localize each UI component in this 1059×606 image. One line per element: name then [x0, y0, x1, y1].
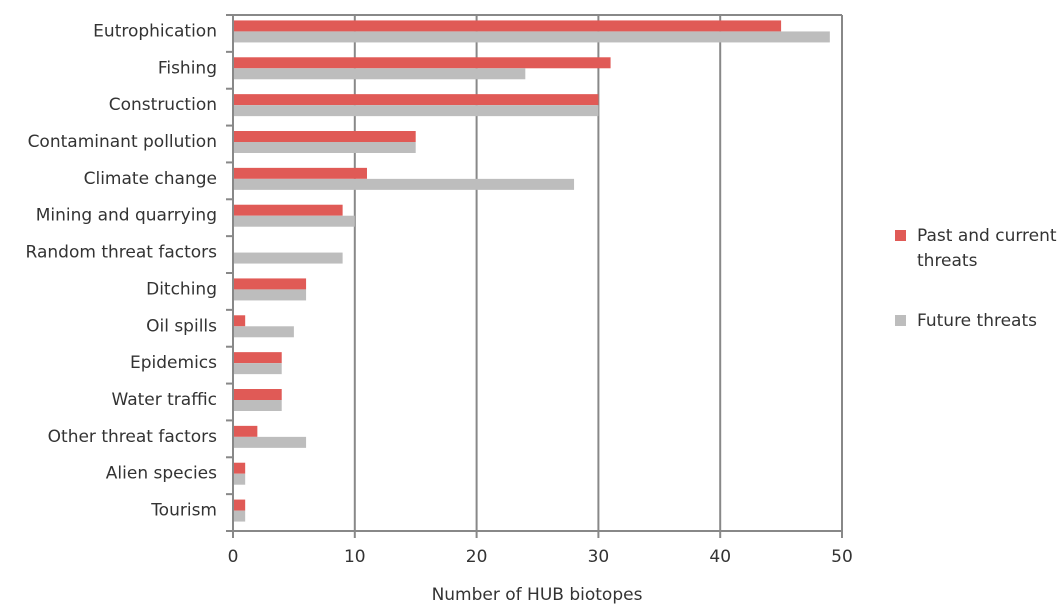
legend-swatch: [895, 230, 906, 241]
bar: [233, 400, 282, 411]
bar: [233, 20, 782, 32]
bar: [233, 142, 416, 153]
y-tick-label: Random threat factors: [26, 243, 218, 263]
bar: [233, 473, 246, 485]
bar: [233, 436, 307, 448]
bar: [233, 462, 246, 474]
x-tick-label: 30: [588, 547, 610, 567]
y-tick-label: Other threat factors: [48, 427, 217, 447]
y-tick-label: Contaminant pollution: [28, 132, 217, 152]
bar: [233, 252, 343, 264]
x-tick-label: 10: [344, 547, 366, 567]
bar: [233, 68, 526, 80]
bar: [233, 94, 599, 106]
y-tick-label: Oil spills: [146, 316, 217, 336]
bar: [233, 363, 282, 375]
y-tick-label: Construction: [109, 95, 217, 115]
y-tick-label: Eutrophication: [93, 21, 217, 41]
bar: [233, 167, 367, 179]
y-tick-label: Fishing: [158, 58, 217, 78]
bar: [233, 315, 246, 327]
y-tick-label: Tourism: [150, 501, 217, 521]
y-tick-label: Ditching: [146, 279, 217, 299]
x-tick-label: 50: [831, 547, 853, 567]
x-tick-label: 40: [709, 547, 731, 567]
bar: [233, 278, 307, 290]
y-tick-label: Water traffic: [111, 390, 217, 410]
bar: [233, 389, 282, 400]
bar: [233, 425, 258, 437]
bar: [233, 131, 416, 142]
legend-label: Future threats: [917, 311, 1037, 331]
bar: [233, 105, 599, 117]
bar: [233, 510, 246, 522]
bar: [233, 499, 246, 511]
bar: [233, 178, 575, 190]
bar: [233, 289, 307, 301]
y-tick-label: Alien species: [106, 464, 217, 484]
legend-label: Past and current threats: [917, 226, 1057, 271]
x-tick-label: 0: [228, 547, 239, 567]
bar: [233, 215, 355, 227]
x-tick-label: 20: [466, 547, 488, 567]
bar: [233, 326, 294, 338]
bar: [233, 31, 830, 43]
legend-swatch: [895, 315, 906, 326]
x-axis-title: Number of HUB biotopes: [432, 585, 643, 605]
y-tick-label: Mining and quarrying: [36, 206, 217, 226]
bar: [233, 204, 343, 216]
bar: [233, 352, 282, 364]
y-tick-label: Epidemics: [130, 353, 217, 373]
y-tick-label: Climate change: [84, 169, 217, 189]
bar: [233, 57, 611, 69]
